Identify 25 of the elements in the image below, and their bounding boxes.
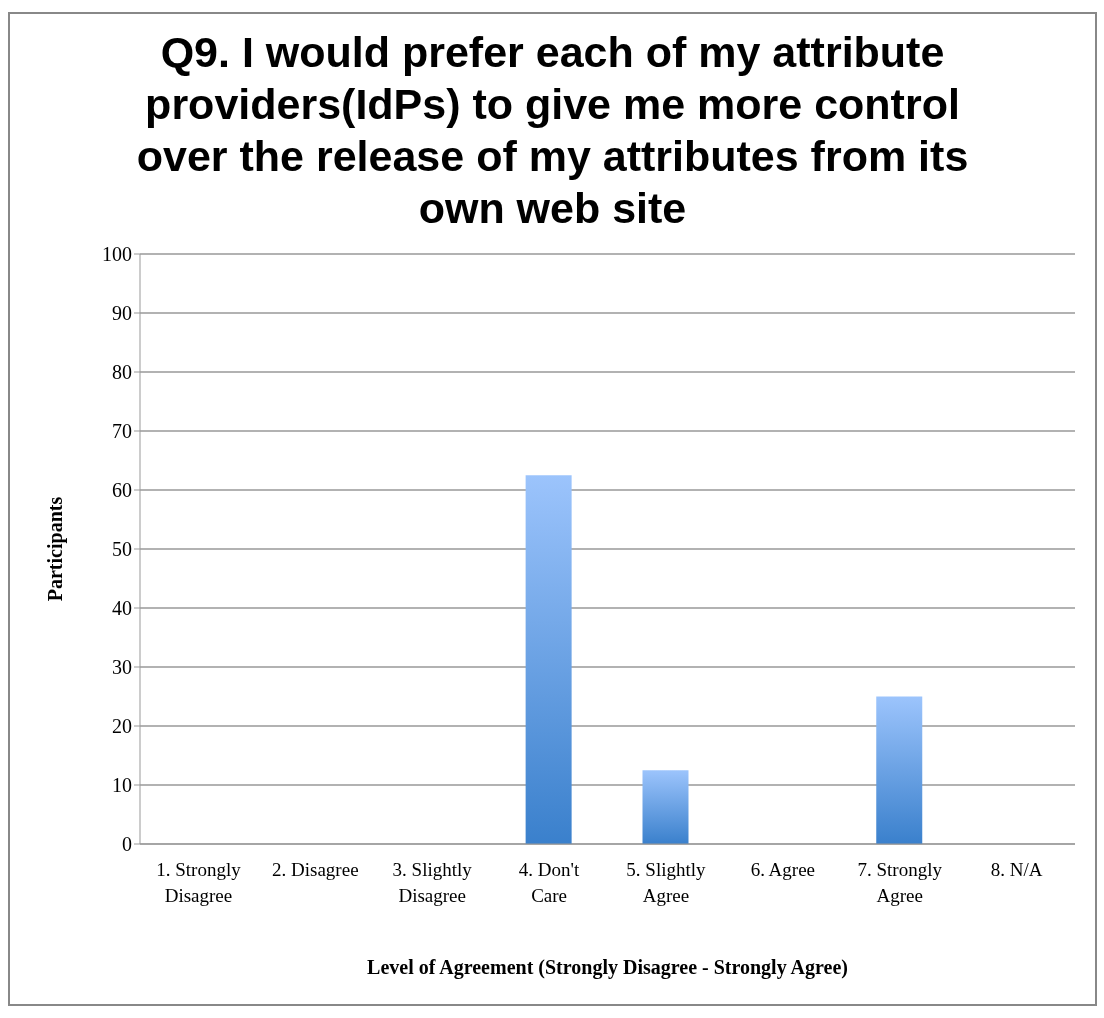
bar [642,770,689,844]
x-tick-label: 4. Don't Care [518,859,580,906]
y-tick-label: 90 [112,302,132,325]
x-tick-label: 7. Strongly Agree [857,859,943,906]
x-tick-label: 6. Agree [750,859,815,880]
x-axis-title: Level of Agreement (Strongly Disagree - Strongly Agree) [367,956,848,979]
y-tick-label: 50 [112,538,132,561]
x-tick-label: 1. Strongly Disagree [156,859,242,906]
y-tick-label: 60 [112,479,132,502]
chart-title: Q9. I would prefer each of my attribute providers(IdPs) to give me more control over the release of my attributes from its own web site [135,27,970,234]
y-axis-title: Participants [44,496,68,602]
bar [876,696,923,844]
x-tick-label: 8. N/A [990,859,1043,880]
y-tick-label: 10 [112,774,132,797]
x-tick-label: 2. Disagree [272,859,359,880]
y-tick-label: 100 [102,243,132,266]
x-tick-label: 5. Slightly Agree [626,859,707,906]
bar [525,475,572,844]
x-tick-label: 3. Slightly Disagree [392,859,473,906]
y-tick-label: 20 [112,715,132,738]
y-tick-label: 80 [112,361,132,384]
y-tick-label: 70 [112,420,132,443]
y-tick-label: 0 [122,833,132,856]
y-tick-label: 30 [112,656,132,679]
y-tick-label: 40 [112,597,132,620]
